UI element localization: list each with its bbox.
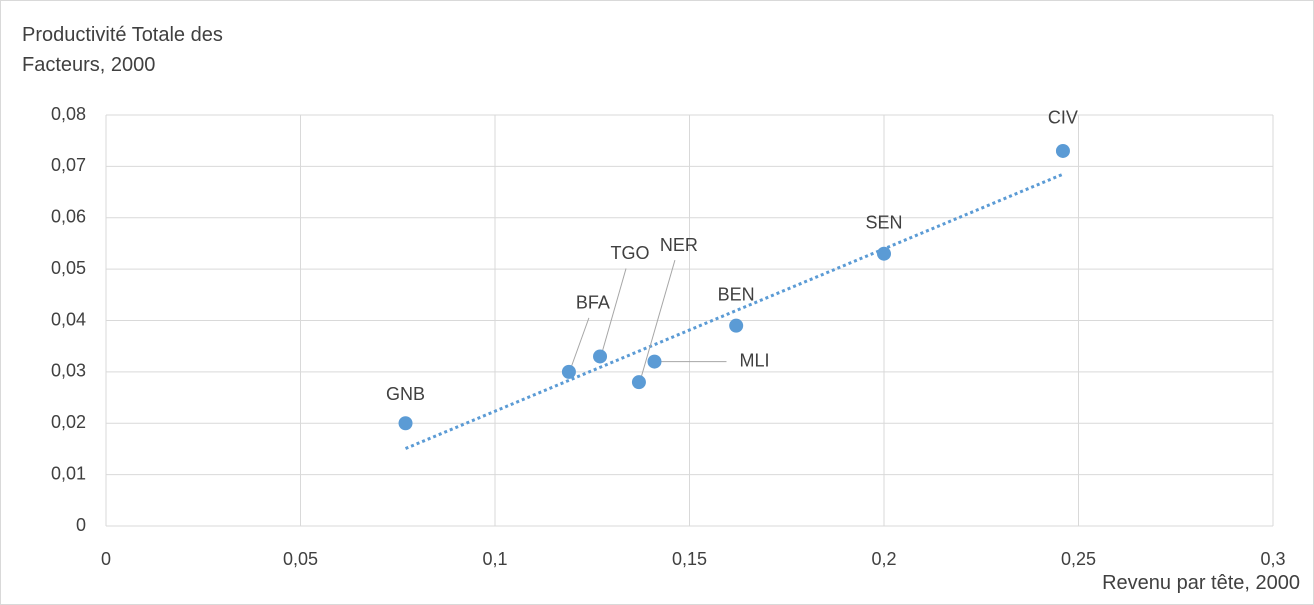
- point-label: GNB: [386, 384, 425, 404]
- data-point: [1055, 143, 1070, 158]
- point-label: MLI: [739, 350, 769, 370]
- x-tick-label: 0,3: [1260, 549, 1285, 569]
- y-tick-label: 0: [76, 515, 86, 535]
- trendline: [404, 172, 1064, 450]
- x-tick-label: 0,25: [1061, 549, 1096, 569]
- x-tick-label: 0,15: [672, 549, 707, 569]
- point-label: SEN: [865, 212, 902, 232]
- y-tick-label: 0,02: [51, 412, 86, 432]
- x-tick-label: 0,2: [871, 549, 896, 569]
- y-tick-label: 0,07: [51, 155, 86, 175]
- data-point: [729, 318, 744, 333]
- data-point: [398, 416, 413, 431]
- data-point: [877, 246, 891, 261]
- y-tick-label: 0,03: [51, 361, 86, 381]
- x-tick-label: 0: [101, 549, 111, 569]
- x-tick-label: 0,1: [482, 549, 507, 569]
- y-tick-label: 0,08: [51, 104, 86, 124]
- leader-line: [640, 260, 676, 379]
- point-label: BFA: [576, 293, 610, 313]
- y-axis-title: Productivité Totale des Facteurs, 2000: [22, 24, 223, 76]
- point-label: TGO: [611, 243, 650, 263]
- y-tick-label: 0,01: [51, 463, 86, 483]
- data-point: [631, 375, 646, 390]
- point-label: NER: [660, 235, 698, 255]
- point-label: CIV: [1048, 108, 1078, 128]
- y-tick-label: 0,06: [51, 207, 86, 227]
- y-tick-label: 0,05: [51, 258, 86, 278]
- x-tick-label: 0,05: [283, 549, 318, 569]
- y-tick-label: 0,04: [51, 309, 86, 329]
- point-label: BEN: [718, 284, 755, 304]
- data-point: [561, 364, 576, 379]
- data-point: [593, 349, 608, 364]
- leader-line: [570, 317, 590, 369]
- data-point: [647, 354, 662, 369]
- leader-line: [601, 268, 627, 353]
- x-axis-title: Revenu par tête, 2000: [1102, 572, 1300, 594]
